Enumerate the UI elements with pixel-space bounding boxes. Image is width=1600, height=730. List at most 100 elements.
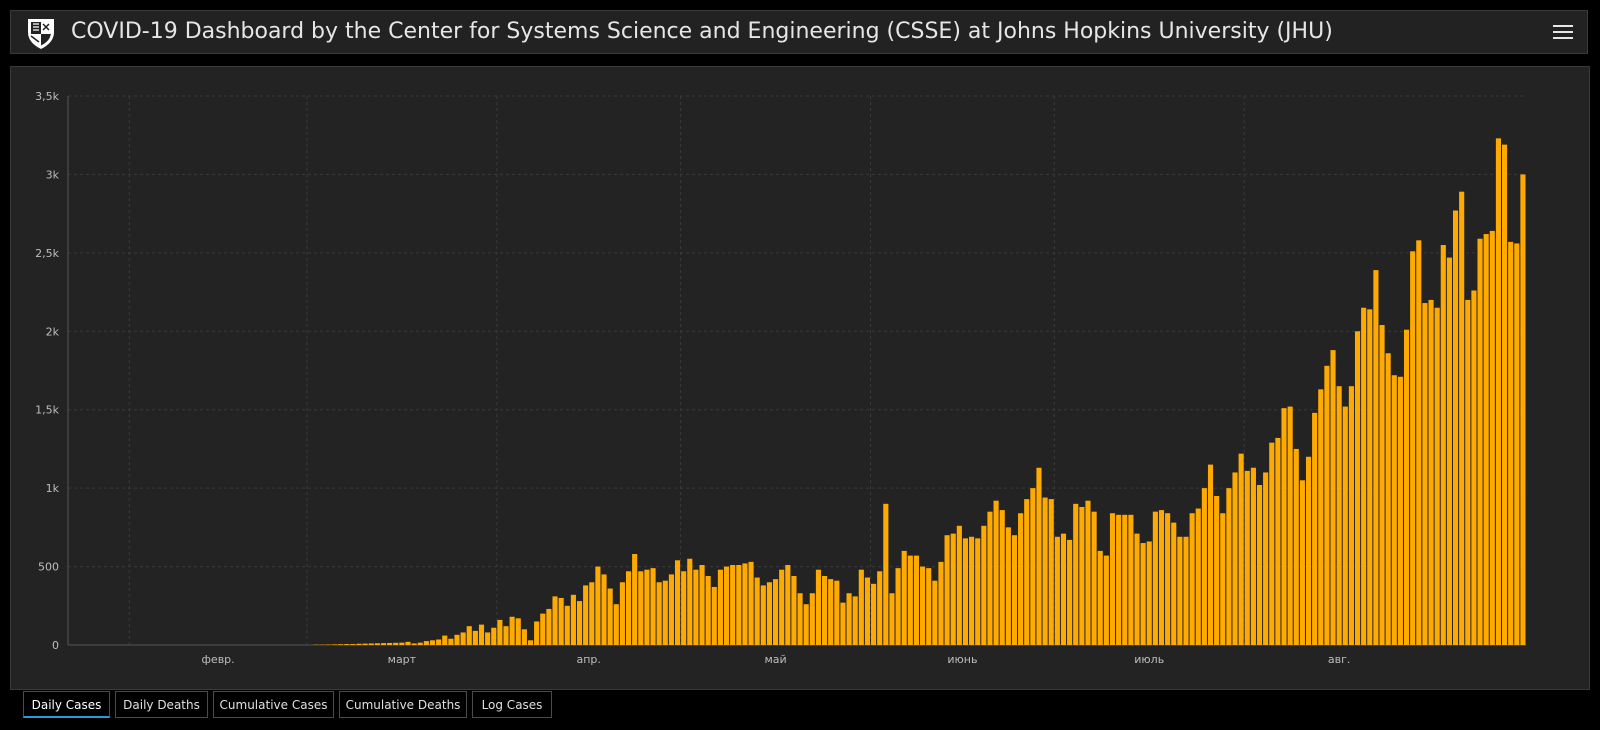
data-bar	[1171, 522, 1177, 645]
data-bar	[852, 596, 858, 645]
data-bar	[583, 585, 589, 645]
data-bar	[1422, 303, 1428, 645]
data-bar	[521, 629, 527, 645]
data-bar	[1042, 497, 1048, 645]
data-bar	[411, 643, 417, 645]
data-bar	[681, 571, 687, 645]
data-bar	[1293, 448, 1299, 645]
data-bar	[962, 538, 969, 645]
data-bar	[779, 569, 785, 645]
data-bar	[1440, 245, 1446, 645]
data-bar	[1103, 555, 1109, 645]
x-tick-label: февр.	[202, 653, 235, 666]
data-bar	[895, 568, 901, 645]
data-bar	[1434, 307, 1440, 645]
data-bar	[1097, 550, 1103, 645]
tab-cumulative-cases[interactable]: Cumulative Cases	[213, 691, 334, 718]
data-bar	[1146, 541, 1152, 645]
data-bar	[429, 640, 436, 645]
data-bar	[387, 642, 393, 645]
data-bar	[772, 579, 779, 645]
data-bar	[1189, 513, 1195, 645]
data-bar	[871, 583, 877, 645]
data-bar	[766, 582, 772, 645]
data-bar	[442, 635, 448, 645]
data-bar	[540, 613, 546, 645]
data-bar	[527, 640, 534, 645]
data-bar	[1330, 350, 1336, 645]
header-bar: COVID-19 Dashboard by the Center for Sys…	[10, 10, 1588, 54]
data-bar	[926, 568, 932, 645]
data-bar	[1305, 456, 1312, 645]
data-bar	[803, 604, 809, 645]
data-bar	[552, 596, 558, 645]
data-bar	[601, 574, 607, 645]
data-bar	[828, 579, 834, 645]
data-bar	[546, 608, 552, 645]
data-bar	[1354, 331, 1361, 645]
data-bar	[1342, 406, 1348, 645]
data-bar	[705, 575, 711, 645]
data-bar	[791, 575, 797, 645]
data-bar	[503, 626, 509, 645]
jhu-shield-logo	[28, 19, 54, 49]
data-bar	[1483, 234, 1489, 645]
data-bar	[380, 643, 387, 645]
data-bar	[1085, 500, 1091, 645]
data-bar	[1220, 513, 1226, 645]
tab-log-cases[interactable]: Log Cases	[472, 691, 552, 718]
data-bar	[644, 569, 650, 645]
tab-daily-cases[interactable]: Daily Cases	[23, 691, 110, 718]
data-bar	[662, 580, 668, 645]
y-tick-label: 3,5k	[35, 90, 59, 103]
data-bar	[515, 618, 521, 645]
data-bar	[1416, 240, 1422, 645]
hamburger-menu-icon[interactable]	[1551, 20, 1575, 44]
data-bar	[1391, 375, 1397, 645]
tab-cumulative-deaths[interactable]: Cumulative Deaths	[339, 691, 467, 718]
data-bar	[1079, 506, 1085, 645]
data-bar	[1489, 230, 1495, 645]
data-bar	[1477, 238, 1483, 646]
data-bar	[1140, 543, 1146, 645]
data-bar	[877, 571, 883, 645]
data-bar	[1336, 386, 1342, 645]
data-bar	[460, 632, 466, 645]
y-tick-label: 0	[52, 639, 59, 652]
data-bar	[674, 560, 681, 645]
data-bar	[981, 525, 987, 645]
data-bar	[1207, 464, 1214, 645]
data-bar	[466, 626, 472, 645]
data-bar	[969, 536, 975, 645]
data-bar	[1073, 503, 1079, 645]
data-bar	[1060, 533, 1067, 645]
data-bar	[1232, 472, 1238, 645]
data-bar	[1011, 535, 1018, 645]
data-bar	[1250, 467, 1256, 645]
y-tick-label: 2,5k	[35, 247, 59, 260]
data-bar	[699, 565, 705, 645]
data-bar	[950, 533, 956, 645]
y-tick-label: 1k	[46, 482, 60, 495]
data-bar	[1005, 527, 1011, 645]
data-bar	[570, 594, 576, 645]
data-bar	[338, 644, 344, 645]
data-bar	[1379, 325, 1385, 645]
data-bar	[993, 500, 999, 645]
data-bar	[619, 582, 625, 645]
page-title: COVID-19 Dashboard by the Center for Sys…	[71, 19, 1333, 44]
data-bar	[1158, 510, 1165, 645]
data-bar	[1471, 290, 1477, 645]
daily-cases-chart: 0 500 1k 1,5k 2k 2,5k 3k 3,5k февр. март апр. май ию…	[35, 90, 1526, 666]
data-bar	[1281, 408, 1287, 645]
y-tick-label: 1,5k	[35, 404, 59, 417]
data-bar	[1054, 536, 1060, 645]
x-tick-label: март	[388, 653, 417, 666]
data-bar	[736, 565, 742, 645]
data-bar	[607, 588, 613, 645]
data-bar	[858, 569, 864, 645]
data-bar	[1030, 488, 1036, 645]
tab-daily-deaths[interactable]: Daily Deaths	[115, 691, 208, 718]
x-tick-label: авг.	[1328, 653, 1351, 666]
data-bar	[485, 632, 491, 645]
